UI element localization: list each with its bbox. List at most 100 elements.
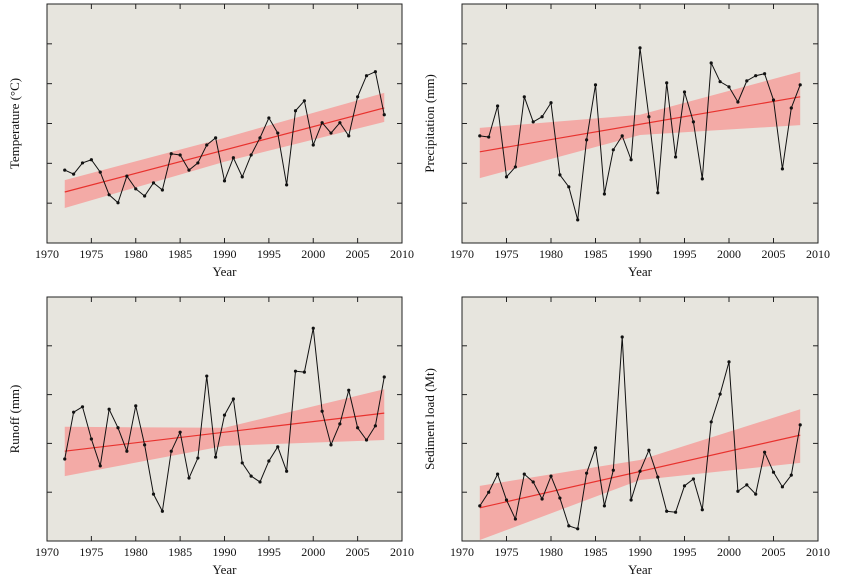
data-point (682, 90, 687, 94)
data-point (302, 99, 306, 103)
data-point (620, 134, 624, 138)
data-point (98, 170, 102, 174)
x-tick-label: 1975 (495, 545, 519, 559)
data-point (285, 183, 289, 187)
x-tick-label: 2005 (346, 545, 370, 559)
data-point (602, 504, 607, 508)
data-point (620, 335, 624, 339)
x-tick-label: 2010 (390, 545, 414, 559)
data-point (205, 374, 209, 378)
x-tick-label: 1975 (495, 247, 519, 261)
data-point (513, 517, 518, 521)
data-point (780, 167, 785, 171)
x-tick-label: 2000 (301, 247, 325, 261)
data-point (320, 121, 324, 125)
data-point (763, 450, 767, 454)
data-point (276, 131, 280, 135)
data-point (504, 498, 509, 502)
data-point (80, 405, 85, 409)
x-tick-label: 2005 (762, 247, 786, 261)
data-point (373, 70, 377, 74)
x-tick-label: 2000 (301, 545, 325, 559)
data-point (540, 497, 544, 501)
data-point (169, 449, 173, 453)
data-point (276, 445, 280, 449)
y-axis-label: Temperature (°C) (7, 78, 22, 169)
x-tick-label: 1970 (450, 247, 474, 261)
data-point (780, 485, 785, 489)
x-tick-label: 1970 (450, 545, 474, 559)
data-point (80, 161, 85, 165)
data-point (665, 509, 669, 513)
data-point (125, 174, 129, 178)
x-tick-label: 1995 (257, 247, 281, 261)
data-point (754, 74, 758, 78)
data-point (231, 397, 235, 401)
data-point (258, 136, 262, 140)
x-tick-label: 1990 (628, 247, 652, 261)
data-point (293, 369, 298, 373)
data-point (531, 480, 535, 484)
data-point (531, 120, 535, 124)
data-point (364, 438, 369, 442)
data-point (338, 422, 342, 426)
data-point (382, 113, 386, 117)
data-point (602, 192, 607, 196)
x-tick-label: 2010 (390, 247, 414, 261)
data-point (629, 158, 633, 162)
x-axis-label: Year (628, 264, 653, 279)
x-tick-label: 1990 (628, 545, 652, 559)
data-point (798, 423, 802, 427)
data-point (72, 172, 76, 176)
data-point (143, 443, 147, 447)
data-point (160, 509, 164, 513)
data-point (302, 370, 306, 374)
data-point (674, 155, 678, 159)
data-point (356, 426, 360, 430)
data-point (576, 218, 580, 222)
trend-line (64, 412, 385, 452)
data-point (727, 85, 731, 89)
x-tick-label: 2010 (806, 545, 830, 559)
data-point (727, 360, 731, 364)
x-tick-label: 1975 (79, 545, 103, 559)
data-point (249, 474, 253, 478)
x-tick-label: 1980 (539, 247, 563, 261)
data-point (320, 409, 324, 413)
data-point (647, 115, 651, 119)
x-axis-label: Year (213, 264, 238, 279)
data-point (771, 470, 776, 474)
data-point (629, 498, 633, 502)
x-tick-label: 1985 (168, 247, 192, 261)
x-tick-label: 1990 (213, 545, 237, 559)
data-point (63, 457, 67, 461)
data-point (356, 95, 360, 99)
data-point (196, 161, 200, 165)
data-point (611, 468, 615, 472)
data-point (63, 168, 67, 172)
data-point (214, 455, 218, 459)
x-tick-label: 2005 (346, 247, 370, 261)
trend-line (479, 96, 801, 153)
data-point (558, 496, 562, 500)
data-point (718, 80, 722, 84)
data-point (585, 138, 589, 142)
data-point (691, 120, 696, 124)
data-point (496, 472, 500, 476)
data-point (249, 153, 253, 157)
data-point (134, 404, 138, 408)
data-point (231, 156, 235, 160)
data-point (513, 165, 518, 169)
data-point (487, 490, 491, 494)
data-point (187, 168, 191, 172)
data-point (709, 61, 713, 65)
x-tick-label: 2000 (717, 247, 741, 261)
data-point (656, 191, 660, 195)
data-point (89, 158, 93, 162)
data-point (329, 443, 333, 447)
data-point (718, 392, 722, 396)
subplot: 1970 1975 1980 1985 1990 1995 2000 2005 2010 Year… (7, 296, 414, 577)
data-point (222, 179, 227, 183)
data-point (567, 185, 571, 189)
